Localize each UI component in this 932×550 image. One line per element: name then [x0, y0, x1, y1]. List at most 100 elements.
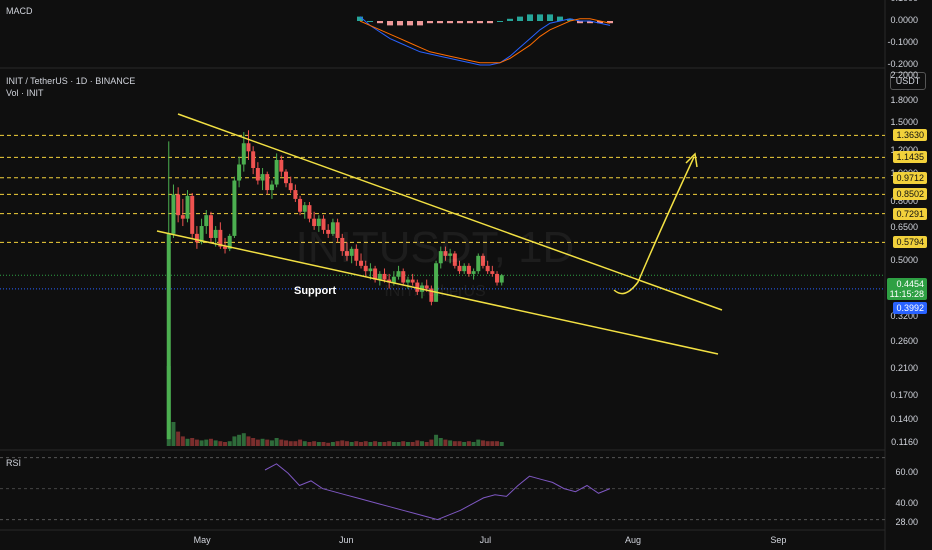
current-price-value: 0.4454 — [896, 279, 924, 289]
macd-tick-label: -0.2000 — [887, 59, 918, 69]
volume-bar — [405, 442, 410, 446]
price-tick-label: 0.1400 — [890, 413, 918, 424]
macd-histogram-bar — [557, 16, 563, 21]
rsi-line — [264, 463, 611, 521]
macd-histogram-bar — [587, 21, 593, 24]
macd-histogram-bar — [387, 21, 393, 26]
candle-body — [373, 268, 378, 280]
candle-body — [415, 282, 420, 292]
candle-body — [194, 233, 199, 243]
macd-histogram-bar — [607, 21, 613, 24]
volume-bar — [462, 442, 467, 446]
candle-body — [288, 183, 293, 191]
volume-bar — [495, 441, 500, 446]
volume-bar — [420, 441, 424, 446]
candle-body — [274, 159, 279, 185]
candle-body — [171, 194, 176, 234]
candle-body — [321, 218, 326, 230]
time-tick-label: Jun — [338, 535, 354, 545]
candle-body — [480, 255, 485, 266]
volume-bar — [232, 436, 237, 446]
volume-bar — [490, 441, 495, 446]
support-annotation: Support — [294, 285, 337, 297]
candle-body — [457, 265, 462, 272]
volume-bar — [194, 439, 199, 446]
candle-body — [227, 235, 232, 249]
currency-button[interactable]: USDT — [890, 72, 926, 90]
projection-arrow — [613, 156, 695, 295]
candle-body — [293, 190, 298, 199]
candle-body — [466, 265, 471, 274]
macd-histogram-bar — [367, 21, 373, 22]
candle-body — [208, 215, 213, 238]
macd-histogram-bar — [397, 21, 403, 26]
level-price-tag: 1.3630 — [893, 129, 927, 142]
volume-bar — [480, 440, 485, 446]
volume-bar — [448, 440, 453, 446]
candle-body — [349, 248, 354, 256]
candle-body — [471, 271, 476, 274]
candle-body — [438, 251, 443, 264]
current-price-tag: 0.4454 11:15:28 — [886, 278, 927, 300]
volume-bar — [274, 438, 279, 446]
candle-body — [452, 253, 457, 266]
candle-body — [307, 205, 312, 219]
candle-body — [499, 275, 504, 283]
candle-body — [265, 174, 270, 191]
volume-bar — [344, 441, 349, 446]
countdown-value: 11:15:28 — [889, 289, 924, 299]
macd-histogram-bar — [497, 21, 503, 22]
pair-title: INIT / TetherUS · 1D · BINANCE — [6, 76, 136, 86]
macd-histogram-bar — [567, 18, 573, 21]
volume-bar — [396, 442, 401, 446]
macd-histogram-bar — [577, 21, 583, 24]
volume-bar — [443, 439, 448, 446]
volume-bar — [466, 441, 471, 446]
candle-body — [448, 253, 453, 256]
watermark-symbol: INITUSDT, 1D — [296, 223, 575, 272]
time-tick-label: Jul — [479, 535, 492, 545]
candle-body — [495, 273, 500, 283]
candle-body — [302, 205, 307, 212]
rsi-tick-label: 40.00 — [895, 498, 918, 509]
volume-bar — [241, 433, 246, 446]
volume-bar — [284, 440, 288, 446]
volume-bar — [424, 442, 429, 446]
candle-body — [255, 168, 260, 181]
price-tick-label: 0.1160 — [891, 437, 918, 448]
price-tick-label: 0.2600 — [890, 336, 918, 347]
candle-body — [246, 143, 251, 152]
price-tick-label: 0.8000 — [890, 195, 918, 206]
volume-bar — [171, 422, 176, 446]
volume-bar — [255, 439, 260, 446]
candle-body — [344, 251, 349, 256]
rsi-tick-label: 28.00 — [895, 516, 918, 527]
candle-body — [176, 194, 181, 216]
volume-bar — [335, 441, 340, 446]
candle-body — [476, 255, 481, 272]
volume-bar — [377, 442, 382, 446]
volume-bar — [307, 442, 312, 446]
candle-body — [391, 276, 396, 283]
volume-bar — [326, 442, 331, 446]
price-tick-label: 2.2000 — [890, 69, 918, 80]
volume-bar — [199, 440, 204, 446]
candle-body — [434, 263, 439, 302]
candle-body — [269, 184, 274, 191]
volume-bar — [382, 442, 387, 446]
rsi-tick-label: 60.00 — [895, 467, 918, 478]
macd-histogram-bar — [597, 21, 603, 24]
upper-trendline — [177, 113, 723, 311]
projection-arrowhead — [685, 152, 698, 168]
candle-body — [213, 229, 218, 238]
candle-body — [490, 271, 495, 274]
price-tick-label: 0.6500 — [890, 221, 918, 232]
candle-body — [223, 246, 228, 249]
volume-bar — [180, 436, 185, 446]
candle-body — [284, 171, 288, 184]
rsi-pane-title: RSI — [6, 458, 22, 468]
candle-body — [424, 285, 429, 289]
candle-body — [232, 180, 237, 236]
candle-body — [204, 215, 209, 227]
